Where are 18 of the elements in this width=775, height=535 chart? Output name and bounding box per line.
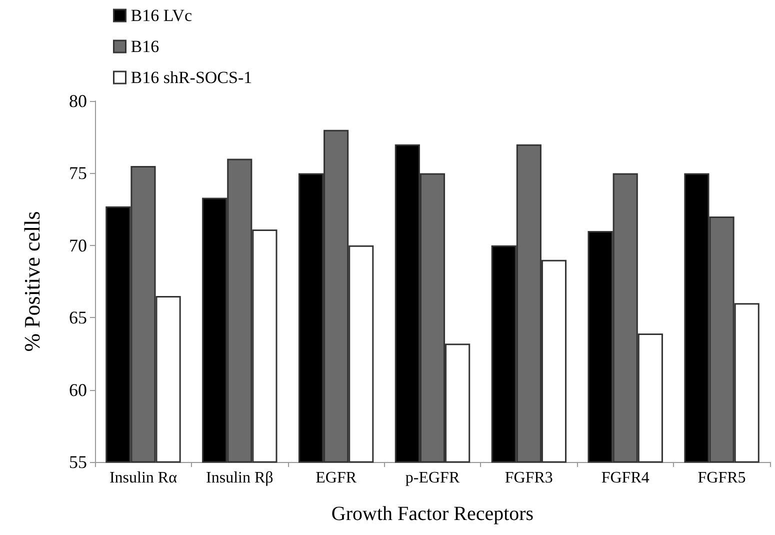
x-tick-label: Insulin Rβ (206, 470, 274, 486)
y-axis-title: % Positive cells (20, 211, 44, 352)
x-axis-title: Growth Factor Receptors (331, 503, 534, 525)
x-tick-label: FGFR5 (698, 470, 746, 486)
x-tick-label: FGFR4 (601, 470, 650, 486)
x-tick-label: EGFR (316, 470, 357, 486)
y-tick-label: 65 (69, 308, 87, 328)
y-tick-label: 70 (69, 235, 87, 256)
y-tick-label: 80 (69, 91, 87, 111)
y-tick-label: 55 (69, 452, 87, 472)
legend-label: B16 (130, 37, 160, 56)
x-tick-label: p-EGFR (405, 470, 460, 486)
legend-label: B16 LVc (130, 6, 192, 25)
x-tick-label: FGFR3 (504, 470, 553, 486)
y-tick-label: 75 (69, 163, 87, 184)
legend-label: B16 shR-SOCS-1 (130, 68, 252, 87)
y-tick-label: 60 (69, 380, 87, 400)
x-tick-label: Insulin Rα (109, 470, 178, 486)
